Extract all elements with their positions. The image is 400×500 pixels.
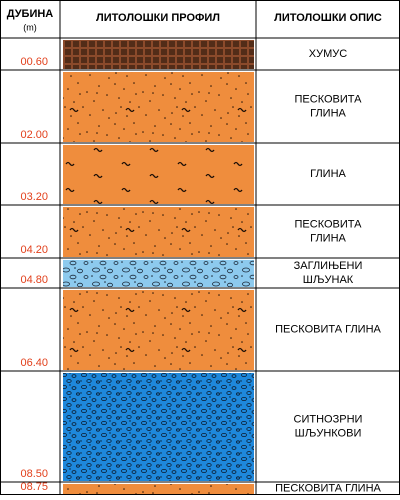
- layer-description: ПЕСКОВИТА ГЛИНА: [275, 323, 381, 335]
- layer-description: ГЛИНА: [310, 232, 346, 244]
- layer-description: ПЕСКОВИТА ГЛИНА: [275, 482, 381, 494]
- depth-label: 04.20: [20, 244, 48, 256]
- layer-fill: [63, 72, 254, 142]
- layer-fill: [63, 484, 254, 494]
- layer-description: ХУМУС: [309, 48, 347, 60]
- layer-fill: [63, 260, 254, 287]
- description-title: ЛИТОЛОШКИ ОПИС: [274, 12, 382, 24]
- depth-label: 02.00: [20, 129, 48, 141]
- depth-label: 00.60: [20, 56, 48, 68]
- depth-label: 03.20: [20, 191, 48, 203]
- depth-unit: (m): [23, 22, 37, 32]
- layer-description: ШЉУНАК: [303, 274, 354, 286]
- layer-description: ПЕСКОВИТА: [295, 93, 363, 105]
- layer-description: ГЛИНА: [310, 107, 346, 119]
- depth-label: 08.75: [20, 481, 48, 493]
- layer-fill: [63, 290, 254, 370]
- layer-description: ГЛИНА: [310, 168, 346, 180]
- layer-fill: [63, 207, 254, 257]
- depth-title: ДУБИНА: [7, 8, 54, 20]
- depth-label: 06.40: [20, 357, 48, 369]
- profile-title: ЛИТОЛОШКИ ПРОФИЛ: [96, 12, 220, 24]
- layer-fill: [63, 40, 254, 69]
- layer-fill: [63, 373, 254, 481]
- layer-description: ЗАГЛИЊЕНИ: [294, 260, 363, 272]
- layer-description: СИТНОЗРНИ: [294, 413, 363, 425]
- depth-label: 08.50: [20, 468, 48, 480]
- layer-description: ПЕСКОВИТА: [295, 218, 363, 230]
- layer-fill: [63, 145, 254, 204]
- layer-description: ШЉУНКОВИ: [295, 427, 362, 439]
- depth-label: 04.80: [20, 274, 48, 286]
